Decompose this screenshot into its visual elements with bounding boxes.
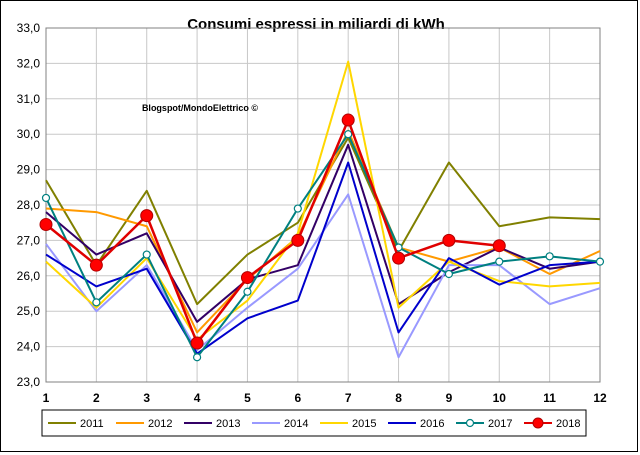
x-tick-label: 1 <box>43 391 50 405</box>
series-2017 <box>41 130 605 362</box>
y-tick-label: 28,0 <box>17 198 41 212</box>
x-tick-label: 3 <box>143 391 150 405</box>
series-2013 <box>45 143 601 323</box>
source-annotation: Blogspot/MondoElettrico © <box>142 103 258 113</box>
legend-item-2011: 2011 <box>48 418 104 430</box>
series-line-2017 <box>45 133 601 359</box>
point-2017 <box>495 257 504 266</box>
point-2018 <box>240 271 254 285</box>
y-tick-label: 32,0 <box>17 56 41 70</box>
y-tick-label: 23,0 <box>17 375 41 389</box>
point-2017 <box>92 298 101 307</box>
y-tick-label: 31,0 <box>17 92 41 106</box>
x-tick-label: 12 <box>593 391 607 405</box>
legend-item-2013: 2013 <box>184 418 240 430</box>
series-line-2013 <box>45 143 601 323</box>
legend-label: 2017 <box>488 418 512 430</box>
x-tick-label: 6 <box>294 391 301 405</box>
legend-item-2016: 2016 <box>388 418 444 430</box>
point-2018 <box>442 233 456 247</box>
legend-item-2014: 2014 <box>252 418 308 430</box>
legend-item-2018: 2018 <box>524 417 580 430</box>
legend-item-2012: 2012 <box>116 418 172 430</box>
y-tick-label: 29,0 <box>17 163 41 177</box>
y-tick-label: 27,0 <box>17 233 41 247</box>
legend-label: 2014 <box>284 418 308 430</box>
x-axis: 1 2 3 4 5 6 7 8 9 10 11 12 <box>43 391 607 405</box>
y-tick-label: 25,0 <box>17 304 41 318</box>
point-2018 <box>190 336 204 350</box>
point-2018 <box>140 209 154 223</box>
y-tick-label: 33,0 <box>17 21 41 35</box>
point-2018 <box>89 258 103 272</box>
x-tick-label: 5 <box>244 391 251 405</box>
point-2018 <box>291 233 305 247</box>
x-tick-label: 11 <box>543 391 556 405</box>
legend-item-2015: 2015 <box>320 418 376 430</box>
x-tick-label: 9 <box>446 391 453 405</box>
point-2018 <box>492 239 506 253</box>
series-line-2016 <box>45 161 601 355</box>
point-2017 <box>243 287 252 296</box>
series-2018 <box>39 113 506 350</box>
point-2017 <box>444 269 454 279</box>
y-tick-label: 26,0 <box>17 269 41 283</box>
x-tick-label: 4 <box>194 391 201 405</box>
point-2017 <box>344 130 353 139</box>
point-2017 <box>41 193 51 203</box>
legend-label: 2015 <box>352 418 376 430</box>
point-2017 <box>293 204 302 213</box>
x-tick-label: 7 <box>345 391 352 405</box>
x-tick-label: 8 <box>395 391 402 405</box>
series-2016 <box>45 161 601 355</box>
series-line-2018 <box>45 118 500 345</box>
x-tick-label: 2 <box>93 391 100 405</box>
x-tick-label: 10 <box>493 391 507 405</box>
legend-label: 2012 <box>148 418 172 430</box>
point-2017 <box>192 353 202 362</box>
legend-marker <box>532 417 544 429</box>
y-tick-label: 24,0 <box>17 340 41 354</box>
point-2018 <box>39 217 53 231</box>
legend-label: 2011 <box>80 418 104 430</box>
legend-label: 2016 <box>420 418 444 430</box>
plot-area <box>45 27 601 383</box>
point-2017 <box>142 250 151 259</box>
point-2018 <box>392 251 406 265</box>
point-2017 <box>595 257 605 266</box>
legend-label: 2013 <box>216 418 240 430</box>
y-axis: 23,0 24,0 25,0 26,0 27,0 28,0 29,0 30,0 31,0 32,0… <box>17 21 41 389</box>
legend-label: 2018 <box>556 418 580 430</box>
point-2018 <box>341 113 355 127</box>
series-lines <box>39 60 605 362</box>
legend-marker <box>465 418 475 428</box>
legend: 2011 2012 2013 2014 2015 2016 2017 2018 <box>41 409 587 437</box>
legend-item-2017: 2017 <box>456 418 512 430</box>
y-tick-label: 30,0 <box>17 127 41 141</box>
point-2017 <box>545 252 554 261</box>
chart-title: Consumi espressi in miliardi di kWh <box>187 16 445 33</box>
